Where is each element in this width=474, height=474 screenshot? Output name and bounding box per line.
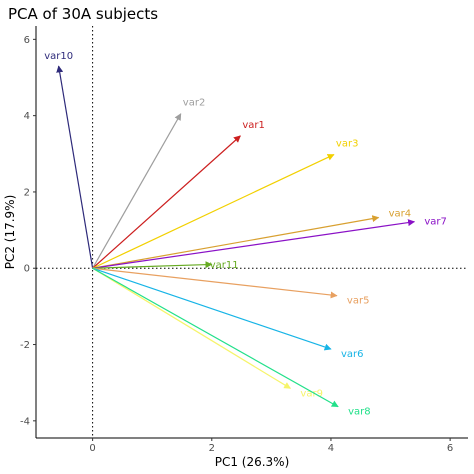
vector-var7 — [92, 219, 416, 269]
y-tick-label: 2 — [24, 187, 30, 198]
vector-label-var5: var5 — [347, 296, 370, 307]
vector-var10 — [56, 65, 94, 269]
vector-label-var9: var9 — [300, 388, 323, 399]
x-tick-label: 6 — [447, 443, 453, 454]
vector-label-var3: var3 — [336, 139, 359, 150]
x-axis-label: PC1 (26.3%) — [215, 455, 290, 469]
vector-var1 — [92, 135, 241, 269]
y-tick-label: 6 — [24, 35, 30, 46]
y-tick-label: 0 — [24, 264, 30, 275]
chart-title: PCA of 30A subjects — [8, 5, 158, 23]
vector-label-var6: var6 — [341, 349, 364, 360]
x-tick-label: 2 — [209, 443, 215, 454]
y-axis-label: PC2 (17.9%) — [3, 195, 17, 270]
vector-label-var11: var11 — [210, 260, 239, 271]
vector-var8 — [92, 267, 339, 408]
vector-var4 — [92, 215, 380, 269]
vector-label-var2: var2 — [183, 98, 206, 109]
vector-label-var8: var8 — [348, 407, 371, 418]
vector-var5 — [92, 267, 338, 299]
y-tick-label: -2 — [20, 340, 30, 351]
y-tick-label: -4 — [20, 416, 30, 427]
vector-label-var10: var10 — [44, 51, 73, 62]
vector-label-var7: var7 — [424, 217, 447, 228]
vector-var2 — [92, 113, 182, 269]
vector-var3 — [92, 154, 335, 269]
vector-var6 — [92, 267, 332, 351]
vector-label-var4: var4 — [389, 209, 412, 220]
vector-var11 — [92, 261, 213, 269]
y-tick-label: 4 — [24, 111, 30, 122]
axes: 0 2 4 6 -4 -2 0 2 4 6 — [20, 26, 468, 454]
reference-lines — [36, 26, 468, 438]
vector-label-var1: var1 — [242, 120, 265, 131]
x-tick-label: 0 — [89, 443, 95, 454]
vectors: var10 var2 var1 var3 var4 var7 var11 var5 var6 va… — [44, 51, 447, 418]
vector-var9 — [92, 267, 292, 389]
x-tick-label: 4 — [328, 443, 334, 454]
